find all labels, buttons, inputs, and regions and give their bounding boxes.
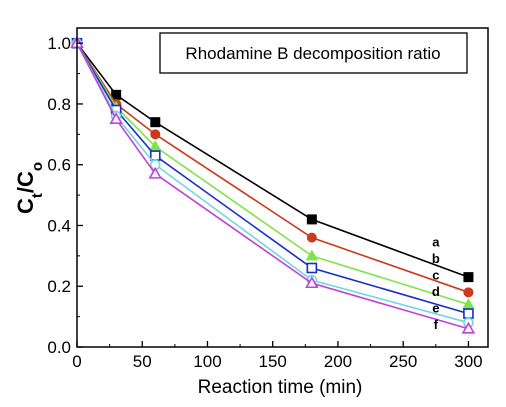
- series-label-c: c: [432, 268, 439, 283]
- axis-ticks: 0 50 100 150 200 250 300 0.0 0.2 0.4 0.6 0.8 1.0: [47, 34, 482, 371]
- x-tick-label: 150: [259, 352, 287, 371]
- x-tick-label: 200: [324, 352, 352, 371]
- data-point-b: [463, 287, 474, 298]
- series-e: [71, 37, 474, 328]
- y-tick-label: 1.0: [47, 34, 71, 53]
- data-point-d: [149, 150, 161, 161]
- y-axis-title-slash: /C: [13, 171, 38, 193]
- series-c: [70, 36, 475, 310]
- plot-frame: [76, 27, 489, 348]
- legend-box: Rhodamine B decomposition ratio: [159, 32, 468, 74]
- y-tick-label: 0.4: [47, 216, 71, 235]
- data-point-f: [109, 112, 123, 124]
- y-axis-title-c: C: [13, 198, 38, 214]
- data-point-f: [305, 276, 319, 289]
- data-point-a: [463, 272, 474, 283]
- data-point-a: [306, 214, 317, 225]
- y-tick-label: 0.8: [47, 95, 71, 114]
- series-b: [72, 38, 474, 298]
- series-line-c: [76, 42, 469, 306]
- series-label-e: e: [432, 300, 439, 315]
- y-axis-title: Ct/Co: [13, 162, 46, 214]
- y-tick-label: 0.6: [47, 156, 71, 175]
- data-point-a: [150, 117, 161, 128]
- data-point-f: [461, 321, 476, 334]
- series-label-d: d: [432, 284, 440, 299]
- data-point-c: [305, 249, 319, 261]
- x-tick-label: 250: [389, 352, 417, 371]
- data-point-d: [463, 308, 474, 319]
- series-line-a: [76, 42, 469, 278]
- data-point-f: [148, 166, 163, 179]
- legend-box-text: Rhodamine B decomposition ratio: [185, 44, 440, 63]
- x-tick-label: 50: [133, 352, 152, 371]
- series-line-d: [76, 42, 469, 315]
- x-tick-label: 100: [193, 352, 221, 371]
- series-label-b: b: [432, 251, 440, 266]
- series-a: [72, 38, 474, 283]
- series-line-e: [76, 42, 469, 324]
- series-label-a: a: [432, 235, 440, 250]
- series-d: [71, 37, 474, 319]
- x-axis-title: Reaction time (min): [198, 377, 363, 398]
- data-point-b: [150, 129, 161, 140]
- data-point-d: [306, 262, 318, 274]
- y-tick-label: 0.2: [47, 277, 71, 296]
- series-label-f: f: [434, 317, 439, 332]
- y-axis-title-sub-t: t: [29, 193, 46, 198]
- x-tick-label: 300: [454, 352, 482, 371]
- y-axis-title-sub-o: o: [29, 162, 46, 171]
- data-point-b: [306, 232, 317, 243]
- series-f: [70, 36, 476, 334]
- x-tick-label: 0: [72, 352, 81, 371]
- y-tick-label: 0.0: [47, 338, 71, 357]
